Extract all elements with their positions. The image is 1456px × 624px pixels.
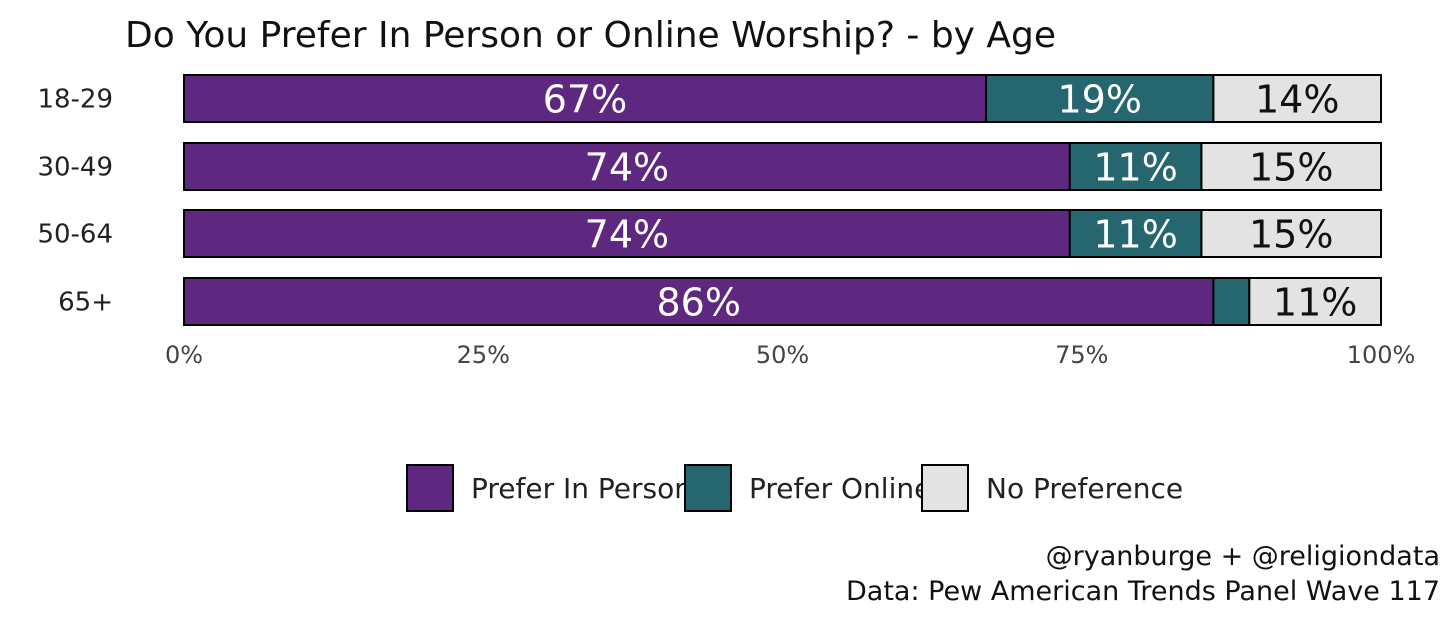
data-label-prefer-in-person-18-29: 67% [543,78,627,122]
data-label-no-preference-50-64: 15% [1249,213,1333,257]
bar-segment-no-preference-50-64 [1200,209,1382,258]
data-label-prefer-in-person-65plus: 86% [656,281,740,325]
x-tick-label: 0% [165,341,203,369]
bar-segment-prefer-online-50-64 [1068,209,1203,258]
bar-segment-prefer-in-person-18-29 [183,74,987,123]
category-label-18-29: 18-29 [37,85,113,115]
chart-title: Do You Prefer In Person or Online Worshi… [125,15,1056,56]
category-labels: 18-29 30-49 50-64 65+ [37,85,113,318]
bar-segment-prefer-online-18-29 [984,74,1215,123]
data-label-prefer-online-30-49: 11% [1093,146,1177,190]
legend-label-prefer-in-person: Prefer In Person [471,472,692,505]
bar-segment-prefer-online-65plus [1212,277,1251,326]
legend-swatch-no-preference [921,464,969,512]
x-tick-label: 100% [1347,341,1416,369]
bar-segment-no-preference-18-29 [1212,74,1383,123]
bar-segment-no-preference-30-49 [1200,142,1382,191]
bar-segment-prefer-in-person-65plus [183,277,1215,326]
data-label-prefer-online-18-29: 19% [1057,78,1141,122]
bar-segment-no-preference-65plus [1248,277,1382,326]
data-label-no-preference-65plus: 11% [1273,281,1357,325]
category-label-50-64: 50-64 [37,220,113,250]
category-label-30-49: 30-49 [37,153,113,183]
x-tick-label: 25% [457,341,510,369]
data-label-prefer-in-person-30-49: 74% [585,146,669,190]
caption-source: Data: Pew American Trends Panel Wave 117 [846,576,1440,607]
category-label-65plus: 65+ [58,288,113,318]
data-label-no-preference-18-29: 14% [1255,78,1339,122]
bar-segment-prefer-online-30-49 [1068,142,1203,191]
x-axis-ticks: 0% 25% 50% 75% 100% [165,341,1415,369]
bars-group: 67% 19% 14% 74% 11% 15% 74% 11% 15% 86% 11% [183,74,1383,326]
caption-credit: @ryanburge + @religiondata [1046,541,1440,572]
legend-swatch-prefer-in-person [406,464,454,512]
legend-label-no-preference: No Preference [986,472,1183,505]
bar-segment-prefer-in-person-50-64 [183,209,1071,258]
data-label-prefer-online-50-64: 11% [1093,213,1177,257]
legend: Prefer In Person Prefer Online No Preferen… [406,464,1183,512]
legend-label-prefer-online: Prefer Online [749,472,931,505]
x-tick-label: 75% [1055,341,1108,369]
legend-swatch-prefer-online [684,464,732,512]
data-label-prefer-in-person-50-64: 74% [585,213,669,257]
data-label-no-preference-30-49: 15% [1249,146,1333,190]
x-tick-label: 50% [756,341,809,369]
